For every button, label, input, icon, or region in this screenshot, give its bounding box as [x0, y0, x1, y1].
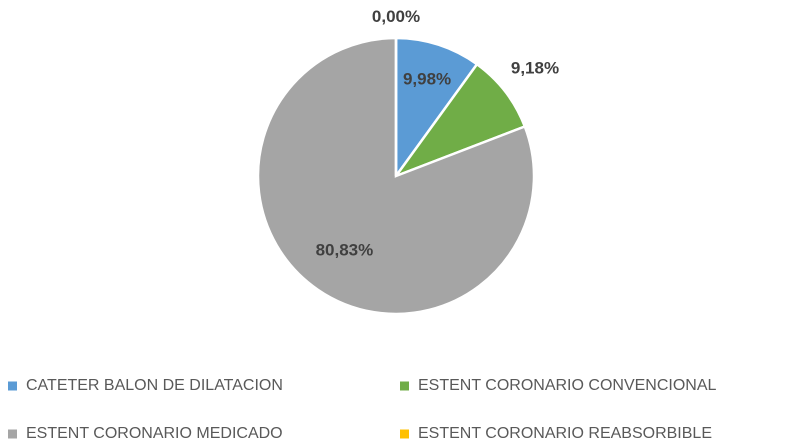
legend-label: ESTENT CORONARIO MEDICADO	[26, 425, 283, 442]
pie-slice	[394, 36, 479, 180]
data-label: 0,00%	[372, 7, 420, 26]
legend-label: CATETER BALON DE DILATACION	[26, 377, 283, 394]
pie-slice	[256, 36, 536, 316]
data-label: 9,18%	[511, 59, 559, 78]
legend-label: ESTENT CORONARIO CONVENCIONAL	[418, 377, 717, 394]
legend-swatch	[8, 429, 17, 439]
data-label: 9,98%	[403, 70, 451, 89]
legend-swatch	[400, 381, 409, 391]
legend-swatch	[400, 429, 409, 439]
legend-swatch	[8, 381, 17, 391]
data-label: 80,83%	[316, 241, 374, 260]
legend-label: ESTENT CORONARIO REABSORBIBLE	[418, 425, 712, 442]
pie-slice	[392, 62, 527, 179]
